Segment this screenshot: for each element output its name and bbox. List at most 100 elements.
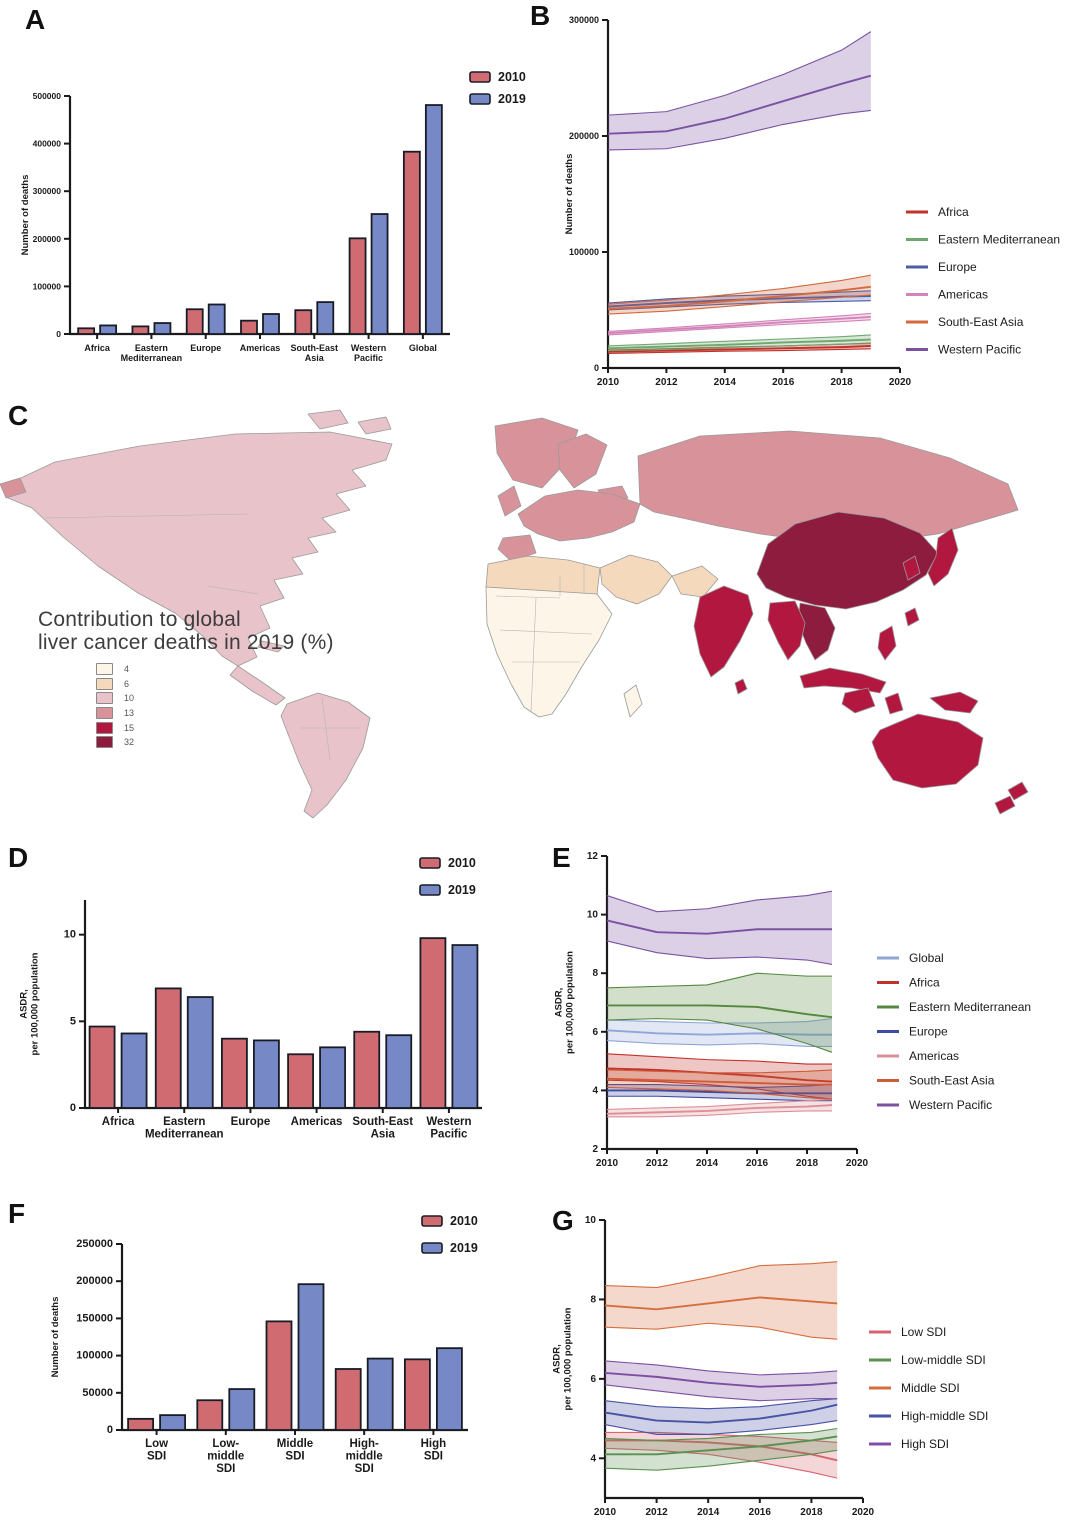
svg-text:10: 10	[64, 929, 76, 941]
svg-text:South-East Asia: South-East Asia	[938, 315, 1024, 329]
map-region-central-america	[229, 665, 286, 706]
svg-text:8: 8	[592, 968, 598, 979]
svg-text:Eastern Mediterranean: Eastern Mediterranean	[909, 1000, 1031, 1014]
svg-text:2018: 2018	[800, 1507, 823, 1518]
map-legend-item-32: 32	[96, 735, 378, 750]
map-region-japan	[927, 527, 959, 587]
svg-text:300000: 300000	[33, 186, 62, 196]
map-region-korea	[902, 555, 921, 581]
svg-text:2: 2	[592, 1144, 598, 1155]
map-region-uk	[497, 485, 522, 517]
svg-text:Middle SDI: Middle SDI	[901, 1381, 960, 1395]
map-legend-swatch	[96, 677, 113, 690]
map-legend-value: 6	[124, 678, 130, 689]
svg-text:4: 4	[592, 1085, 598, 1096]
svg-text:10: 10	[585, 1215, 597, 1226]
map-region-philippines	[877, 625, 897, 661]
map-region-cuba	[257, 640, 285, 653]
svg-text:High-middle SDI: High-middle SDI	[901, 1409, 988, 1423]
svg-text:2020: 2020	[846, 1158, 869, 1169]
svg-text:2010: 2010	[450, 1214, 478, 1228]
map-region-arctic-islands-1	[307, 409, 349, 430]
svg-text:8: 8	[590, 1294, 596, 1305]
svg-text:2019: 2019	[448, 883, 476, 897]
svg-text:Eastern Mediterranean: Eastern Mediterranean	[938, 233, 1060, 247]
svg-text:ASDR,per 100,000 population: ASDR,per 100,000 population	[19, 952, 41, 1055]
map-region-new-zealand-north	[1007, 781, 1029, 801]
svg-text:500000: 500000	[33, 91, 62, 101]
svg-text:2012: 2012	[646, 1158, 669, 1169]
svg-text:0: 0	[107, 1424, 113, 1436]
svg-text:6: 6	[590, 1374, 596, 1385]
panel-label-c: C	[8, 400, 29, 431]
map-legend-item-10: 10	[96, 691, 378, 706]
map-region-sub-saharan-africa	[485, 586, 613, 718]
svg-text:5: 5	[70, 1015, 76, 1027]
map-region-madagascar	[623, 684, 643, 718]
svg-text:Africa: Africa	[938, 205, 969, 219]
svg-text:High SDI: High SDI	[901, 1437, 949, 1451]
svg-text:Global: Global	[409, 343, 437, 353]
chart-a-deaths-by-region-bars: 0 100000 200000 300000 400000 500000 Number of…	[20, 70, 526, 363]
svg-text:100000: 100000	[569, 247, 599, 257]
map-legend-item-4: 4	[96, 662, 378, 677]
map-legend-swatch	[96, 692, 113, 705]
panel-label-e: E	[552, 842, 571, 873]
map-legend-value: 32	[124, 737, 135, 748]
svg-text:2010: 2010	[498, 70, 526, 84]
panel-label-a: A	[25, 4, 46, 35]
svg-text:50000: 50000	[82, 1387, 113, 1399]
svg-text:2010: 2010	[448, 856, 476, 870]
svg-text:Number of deaths: Number of deaths	[50, 1297, 61, 1378]
svg-text:2016: 2016	[772, 377, 795, 388]
svg-text:0: 0	[56, 329, 61, 339]
svg-text:200000: 200000	[76, 1275, 113, 1287]
svg-text:2010: 2010	[594, 1507, 617, 1518]
svg-text:ASDR,per 100,000 population: ASDR,per 100,000 population	[554, 951, 576, 1054]
svg-text:400000: 400000	[33, 139, 62, 149]
svg-text:150000: 150000	[76, 1312, 113, 1324]
svg-text:200000: 200000	[569, 131, 599, 141]
svg-text:Europe: Europe	[190, 343, 221, 353]
map-region-myanmar-thailand	[767, 600, 806, 661]
svg-text:4: 4	[590, 1453, 596, 1464]
svg-text:Americas: Americas	[240, 343, 281, 353]
panel-label-f: F	[8, 1198, 26, 1229]
map-region-russia-central-asia	[637, 430, 1019, 541]
svg-text:Americas: Americas	[291, 1116, 343, 1128]
map-legend-title-line1: Contribution to global	[38, 608, 241, 631]
svg-text:Americas: Americas	[909, 1049, 959, 1063]
svg-text:2014: 2014	[697, 1507, 720, 1518]
map-legend-item-6: 6	[96, 677, 378, 692]
map-region-new-guinea	[929, 691, 979, 714]
svg-text:12: 12	[587, 851, 599, 862]
map-region-sulawesi	[884, 692, 904, 715]
map-legend-item-15: 15	[96, 720, 378, 735]
svg-text:2012: 2012	[655, 377, 678, 388]
svg-text:Low SDI: Low SDI	[901, 1325, 946, 1339]
svg-text:100000: 100000	[76, 1350, 113, 1362]
svg-text:300000: 300000	[569, 15, 599, 25]
world-map-contribution-choropleth	[0, 409, 1029, 819]
svg-text:Global: Global	[909, 951, 944, 965]
svg-text:200000: 200000	[33, 234, 62, 244]
svg-text:10: 10	[587, 910, 599, 921]
map-region-middle-east	[599, 554, 673, 605]
map-region-taiwan	[904, 607, 920, 627]
chart-f-deaths-by-sdi-bars: 0 50000 100000 150000 200000 250000 Number of …	[50, 1214, 478, 1475]
map-region-sri-lanka	[734, 678, 748, 695]
chart-e-asdr-trend-by-region: 2 4 6 8 10 12 ASDR,per 100,000 population 2010 2…	[554, 851, 1032, 1169]
svg-text:2018: 2018	[796, 1158, 819, 1169]
svg-text:ASDR,per 100,000 population: ASDR,per 100,000 population	[552, 1307, 574, 1410]
map-region-russia-far-east	[0, 477, 27, 499]
map-region-borneo	[841, 687, 876, 714]
